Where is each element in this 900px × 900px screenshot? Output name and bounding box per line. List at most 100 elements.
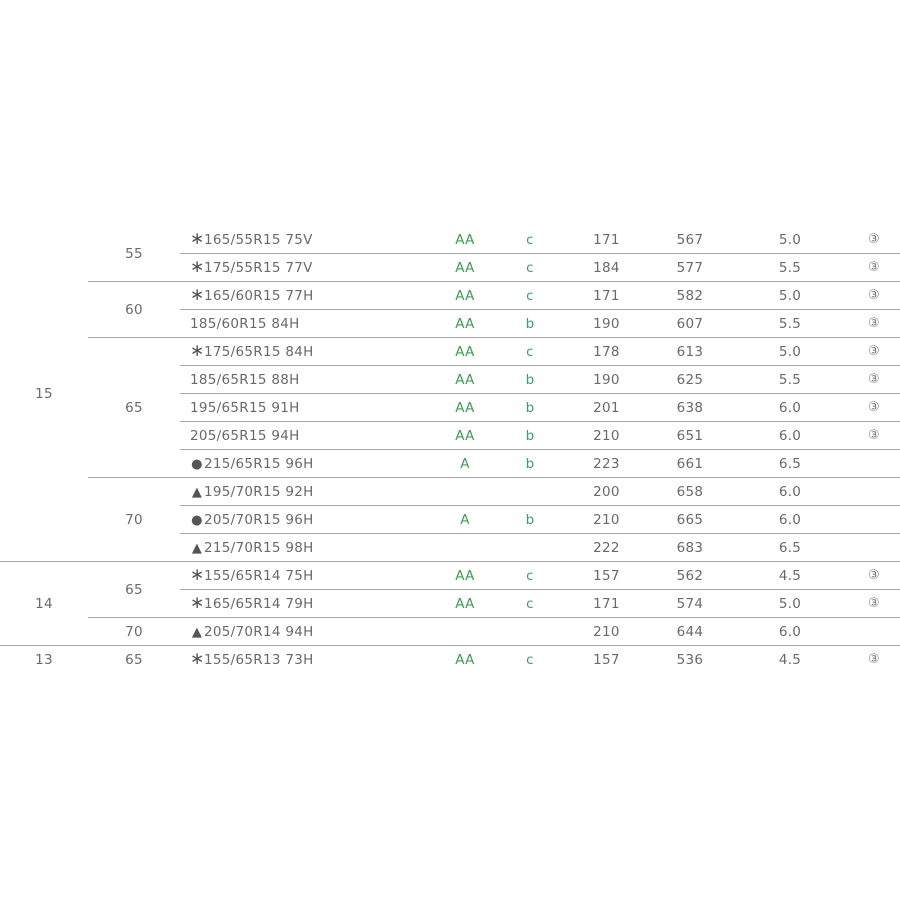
tire-size-label: 165/65R14 79H xyxy=(204,595,314,612)
tire-size-label: 205/65R15 94H xyxy=(190,427,300,444)
outer-diameter-cell: 665 xyxy=(648,505,732,534)
rim-width-cell: 6.0 xyxy=(732,505,848,534)
rim-width-cell: 4.5 xyxy=(778,651,802,668)
note-mark xyxy=(848,505,900,534)
tire-size-cell: ∗155/65R13 73H xyxy=(180,646,435,674)
tire-size-label: 195/70R15 92H xyxy=(204,483,314,500)
circle-icon: ● xyxy=(191,456,203,472)
triangle-icon: ▲ xyxy=(191,540,203,556)
tire-size-label: 215/65R15 96H xyxy=(204,455,314,472)
aspect-ratio-cell: 65 xyxy=(125,651,143,668)
wet-grip-grade: b xyxy=(495,421,565,450)
load-cell: 171 xyxy=(565,226,648,254)
tire-size-cell: ●215/65R15 96H xyxy=(180,449,435,478)
aspect-ratio-cell: 55 xyxy=(88,226,180,282)
rim-diameter-cell: 13 xyxy=(35,651,53,668)
rim-width-cell: 6.0 xyxy=(732,617,848,646)
outer-diameter-cell: 582 xyxy=(648,281,732,310)
tire-size-label: 175/55R15 77V xyxy=(204,259,313,276)
rolling-resistance-grade: A xyxy=(435,505,495,534)
outer-diameter-cell: 644 xyxy=(648,617,732,646)
asterisk-icon: ∗ xyxy=(190,340,205,361)
table-row: 185/60R15 84H AA b 190 607 5.5 ③ xyxy=(0,309,900,338)
wet-grip-grade: b xyxy=(495,449,565,478)
tire-size-label: 175/65R15 84H xyxy=(204,343,314,360)
asterisk-icon: ∗ xyxy=(190,592,205,613)
tire-size-cell: 185/60R15 84H xyxy=(180,309,435,338)
rim-width-cell: 6.5 xyxy=(732,533,848,562)
table-row: 205/65R15 94H AA b 210 651 6.0 ③ xyxy=(0,421,900,450)
rim-width-cell: 5.0 xyxy=(732,226,848,254)
rolling-resistance-grade xyxy=(435,617,495,646)
outer-diameter-cell: 536 xyxy=(676,651,704,668)
circle-icon: ● xyxy=(191,512,203,528)
rolling-resistance-grade: AA xyxy=(435,337,495,366)
table-row: 70 ▲ 205/70R14 94H 210 644 6.0 xyxy=(0,617,900,646)
tire-size-cell: 205/65R15 94H xyxy=(180,421,435,450)
outer-diameter-cell: 577 xyxy=(648,253,732,282)
aspect-ratio-cell: 65 xyxy=(88,561,180,618)
wet-grip-grade: b xyxy=(495,505,565,534)
tire-size-table: 15 55 ∗165/55R15 75V AA c 171 567 5.0 ③ ∗175/55R1… xyxy=(0,226,900,673)
tire-size-cell: ∗175/65R15 84H xyxy=(180,337,435,366)
rolling-resistance-grade: AA xyxy=(435,226,495,254)
note-mark: ③ xyxy=(868,652,880,667)
outer-diameter-cell: 658 xyxy=(648,477,732,506)
rolling-resistance-grade: AA xyxy=(435,561,495,590)
load-cell: 210 xyxy=(565,421,648,450)
tire-size-label: 155/65R13 73H xyxy=(204,651,314,668)
tire-size-cell: ▲ 195/70R15 92H xyxy=(180,477,435,506)
load-cell: 200 xyxy=(565,477,648,506)
asterisk-icon: ∗ xyxy=(190,648,205,669)
note-mark: ③ xyxy=(848,281,900,310)
wet-grip-grade: c xyxy=(495,281,565,310)
outer-diameter-cell: 562 xyxy=(648,561,732,590)
asterisk-icon: ∗ xyxy=(190,564,205,585)
load-cell: 223 xyxy=(565,449,648,478)
table-row: ∗175/55R15 77V AA c 184 577 5.5 ③ xyxy=(0,253,900,282)
tire-size-label: 205/70R15 96H xyxy=(204,511,314,528)
tire-size-cell: ∗175/55R15 77V xyxy=(180,253,435,282)
outer-diameter-cell: 567 xyxy=(648,226,732,254)
rim-width-cell: 5.0 xyxy=(732,337,848,366)
tire-size-cell: ●205/70R15 96H xyxy=(180,505,435,534)
note-mark: ③ xyxy=(848,393,900,422)
tire-size-cell: 195/65R15 91H xyxy=(180,393,435,422)
triangle-icon: ▲ xyxy=(191,484,203,500)
wet-grip-grade xyxy=(495,617,565,646)
rim-width-cell: 5.0 xyxy=(732,281,848,310)
rolling-resistance-grade: A xyxy=(435,449,495,478)
tire-size-label: 165/60R15 77H xyxy=(204,287,314,304)
note-mark: ③ xyxy=(848,365,900,394)
asterisk-icon: ∗ xyxy=(190,256,205,277)
load-cell: 178 xyxy=(565,337,648,366)
table-row: 70 ▲ 195/70R15 92H 200 658 6.0 xyxy=(0,477,900,562)
table-row: ▲ 215/70R15 98H 222 683 6.5 xyxy=(0,533,900,562)
table-row: 15 55 ∗165/55R15 75V AA c 171 567 5.0 ③ xyxy=(0,226,900,562)
tire-size-cell: ∗165/65R14 79H xyxy=(180,589,435,618)
rolling-resistance-grade: AA xyxy=(435,421,495,450)
load-cell: 201 xyxy=(565,393,648,422)
load-cell: 190 xyxy=(565,365,648,394)
aspect-ratio-cell: 60 xyxy=(88,281,180,338)
tire-size-label: 195/65R15 91H xyxy=(190,399,300,416)
outer-diameter-cell: 683 xyxy=(648,533,732,562)
outer-diameter-cell: 613 xyxy=(648,337,732,366)
rolling-resistance-grade: AA xyxy=(435,309,495,338)
wet-grip-grade: c xyxy=(526,651,534,668)
tire-size-label: 185/65R15 88H xyxy=(190,371,300,388)
table-row: 65 ∗175/65R15 84H AA c 178 613 5.0 ③ xyxy=(0,337,900,478)
note-mark xyxy=(848,449,900,478)
tire-size-cell: ▲ 215/70R15 98H xyxy=(180,533,435,562)
rim-width-cell: 6.0 xyxy=(732,421,848,450)
load-cell: 171 xyxy=(565,589,648,618)
outer-diameter-cell: 574 xyxy=(648,589,732,618)
note-mark: ③ xyxy=(848,226,900,254)
asterisk-icon: ∗ xyxy=(190,228,205,249)
rim-width-cell: 6.5 xyxy=(732,449,848,478)
load-cell: 190 xyxy=(565,309,648,338)
note-mark: ③ xyxy=(848,337,900,366)
load-cell: 171 xyxy=(565,281,648,310)
rolling-resistance-grade: AA xyxy=(435,281,495,310)
